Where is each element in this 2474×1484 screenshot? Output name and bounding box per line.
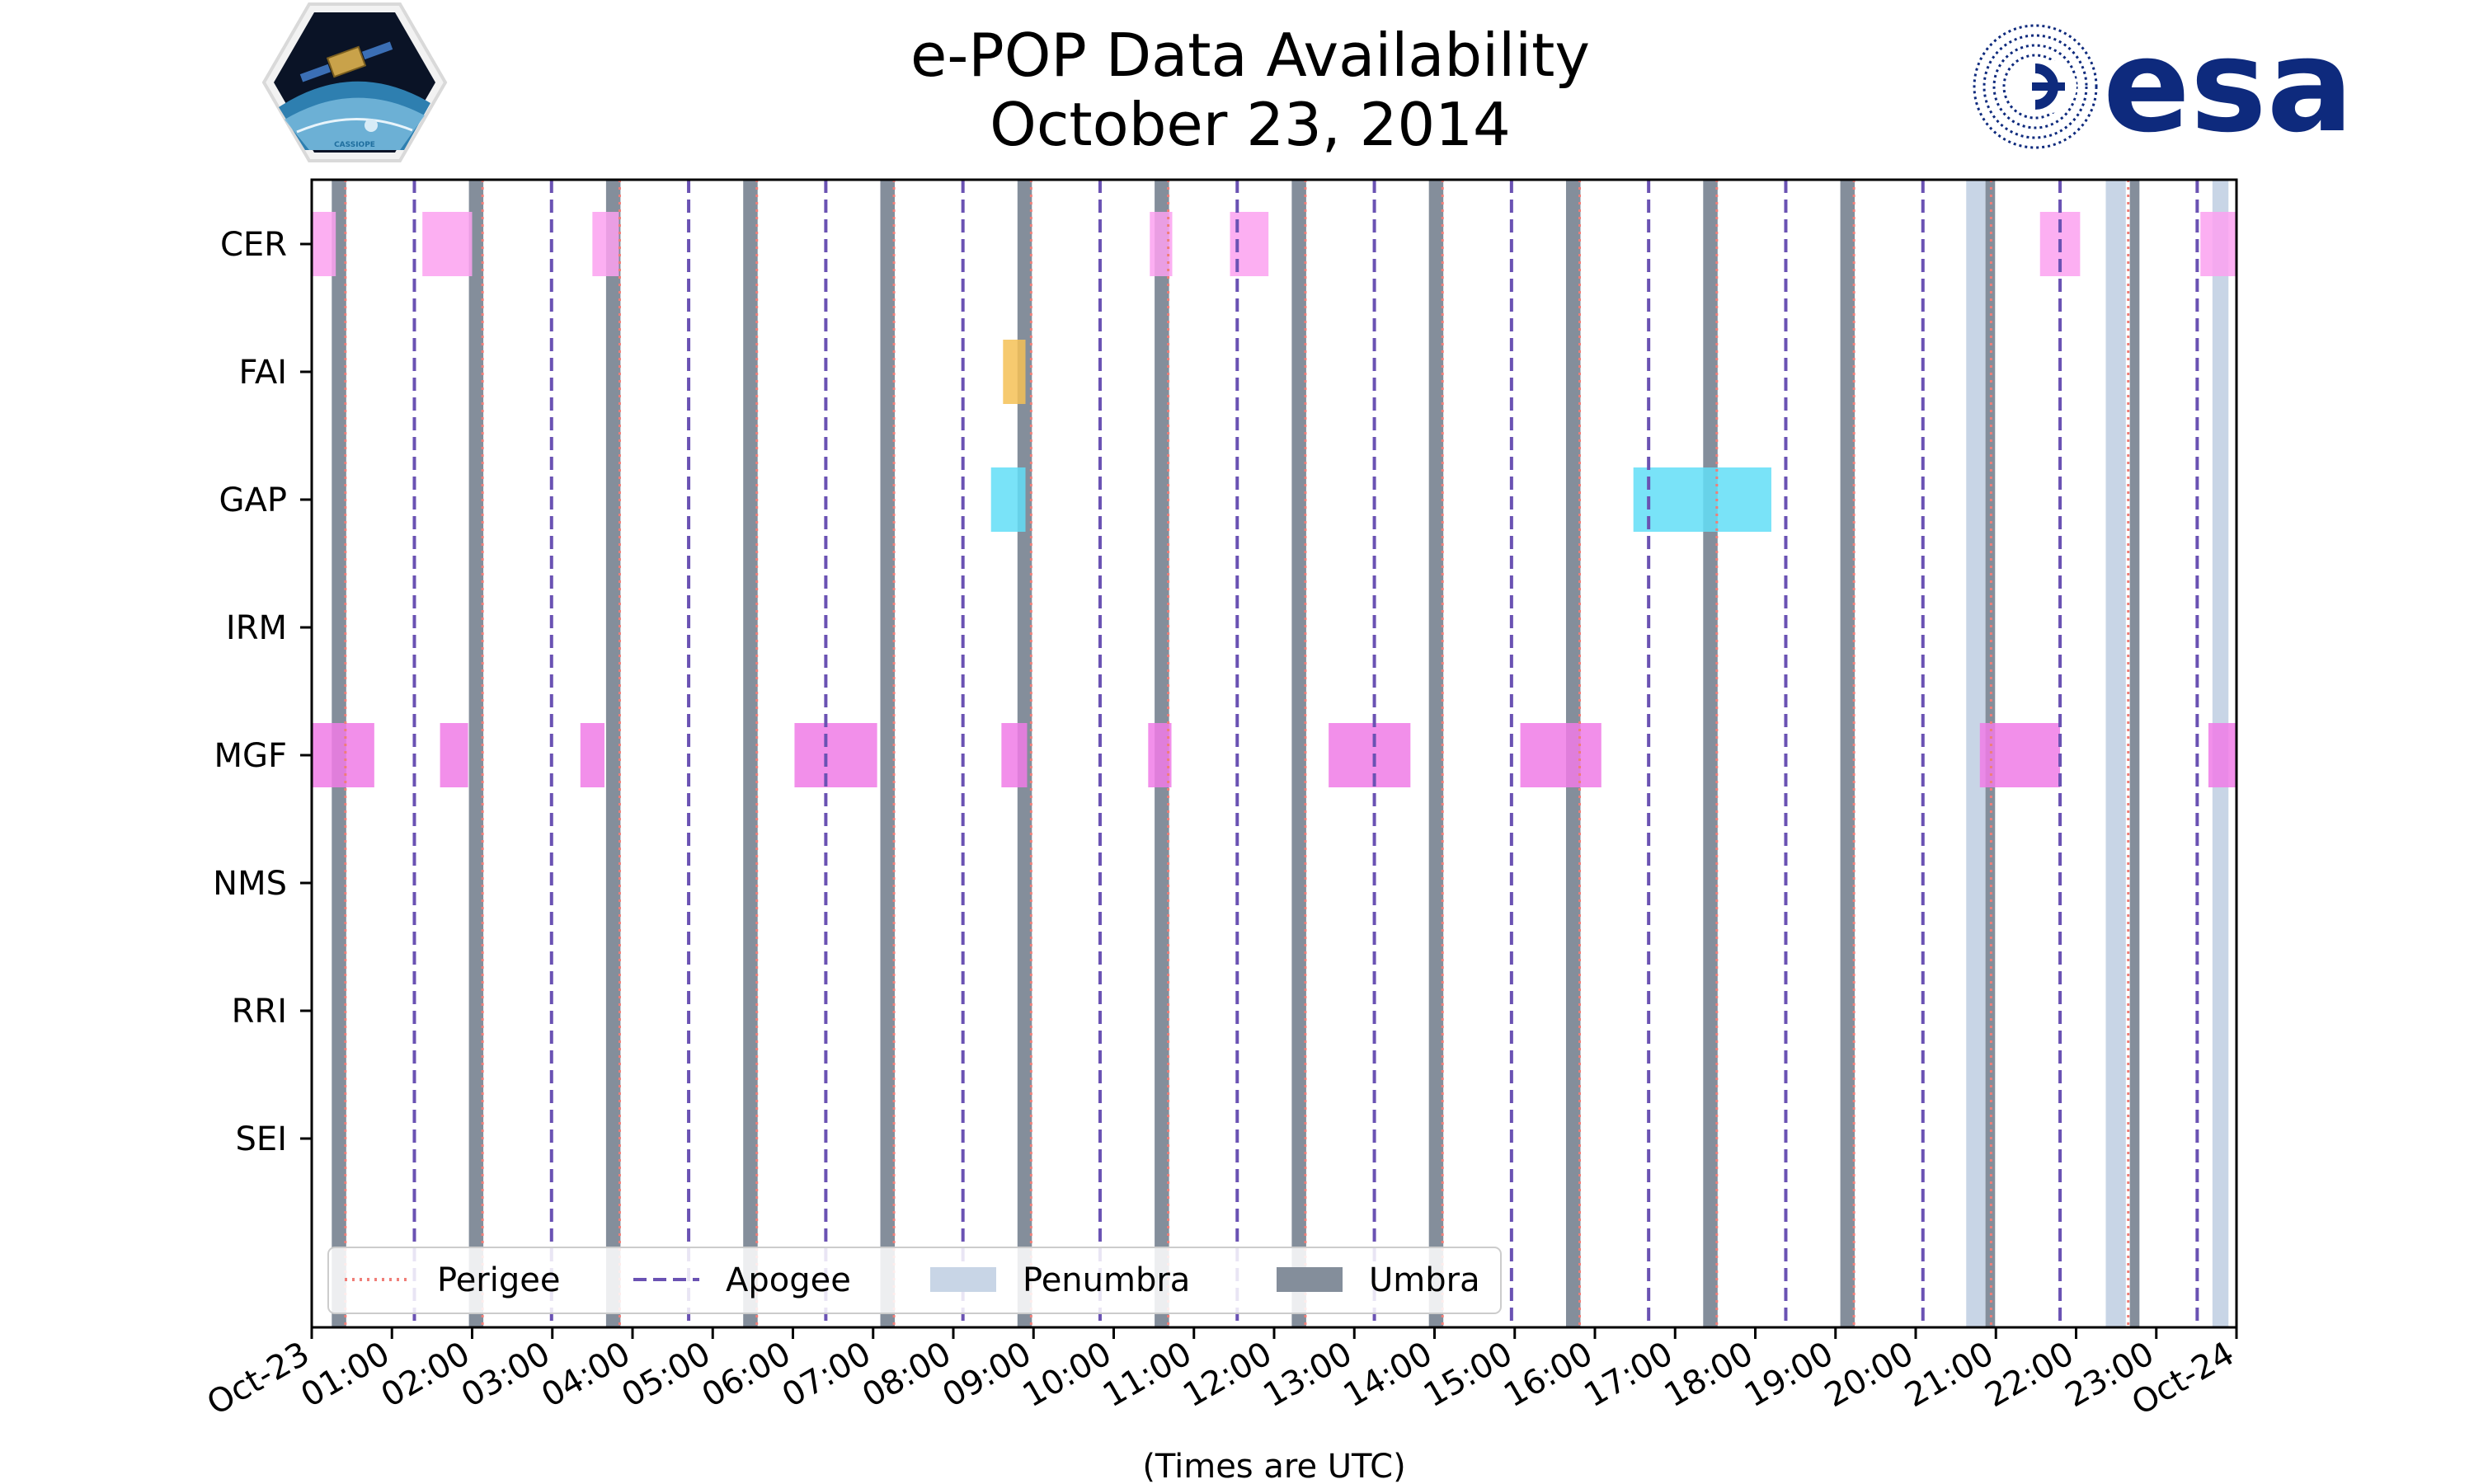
bar-cer: [312, 212, 336, 276]
legend-label: Apogee: [726, 1261, 851, 1299]
instrument-bars: [312, 212, 2236, 787]
umbra-band: [1291, 180, 1306, 1327]
apogee-lines: [412, 180, 2199, 1327]
legend-item-penumbra: Penumbra: [930, 1261, 1190, 1299]
umbra-band: [1428, 180, 1444, 1327]
y-tick-label: FAI: [239, 354, 288, 392]
y-tick-label: RRI: [232, 993, 287, 1031]
x-tick-label: 20:00: [1818, 1335, 1920, 1415]
legend-item-apogee: Apogee: [633, 1261, 851, 1299]
plot-background: [312, 180, 2236, 1327]
y-tick-label: GAP: [219, 481, 287, 519]
x-tick-label: 12:00: [1177, 1335, 1278, 1415]
bar-cer: [1150, 212, 1173, 276]
x-tick-label: 14:00: [1338, 1335, 1439, 1415]
bar-cer: [422, 212, 473, 276]
legend-swatch: [930, 1267, 996, 1292]
bar-mgf: [1329, 723, 1411, 787]
chart-title: e-POP Data Availability October 23, 2014: [910, 21, 1590, 159]
cassiope-logo: CASSIOPE: [261, 2, 448, 162]
x-axis: Oct-2301:0002:0003:0004:0005:0006:0007:0…: [201, 1327, 2241, 1423]
bar-mgf: [1520, 723, 1602, 787]
bar-mgf: [440, 723, 468, 787]
esa-logo-text: esa: [2103, 11, 2354, 161]
penumbra-band: [2105, 180, 2126, 1327]
x-tick-label: 15:00: [1418, 1335, 1519, 1415]
bar-cer: [592, 212, 619, 276]
legend-label: Perigee: [437, 1261, 560, 1299]
bar-gap: [990, 467, 1026, 532]
bar-mgf: [312, 723, 374, 787]
x-tick-label: 07:00: [776, 1335, 877, 1415]
penumbra-layer: [1966, 180, 2229, 1327]
x-tick-label: 02:00: [375, 1335, 477, 1415]
umbra-band: [880, 180, 896, 1327]
y-tick-label: MGF: [214, 737, 287, 775]
umbra-band: [1703, 180, 1718, 1327]
umbra-band: [2129, 180, 2140, 1327]
umbra-band: [468, 180, 484, 1327]
cassiope-logo-text: CASSIOPE: [334, 141, 375, 149]
x-tick-label: 06:00: [696, 1335, 797, 1415]
y-tick-label: IRM: [226, 609, 287, 647]
x-tick-label: 08:00: [856, 1335, 957, 1415]
legend: Perigee Apogee Penumbra Umbra: [327, 1247, 1502, 1314]
penumbra-band: [1966, 180, 1986, 1327]
umbra-band: [743, 180, 758, 1327]
x-axis-label: (Times are UTC): [1142, 1448, 1405, 1484]
esa-swirl-icon: [1973, 24, 2098, 149]
y-axis: CER FAI GAP IRM MGF NMS RRI SEI: [213, 226, 312, 1158]
x-tick-label: 13:00: [1257, 1335, 1358, 1415]
bar-cer: [2200, 212, 2236, 276]
esa-logo: esa: [1973, 11, 2354, 161]
x-tick-label: 05:00: [615, 1335, 717, 1415]
x-tick-label: 17:00: [1578, 1335, 1679, 1415]
x-tick-label: 19:00: [1738, 1335, 1840, 1415]
legend-swatch: [1277, 1267, 1343, 1292]
legend-box: [327, 1247, 1502, 1314]
chart-subtitle-line: October 23, 2014: [990, 90, 1511, 159]
y-tick-label: SEI: [236, 1120, 287, 1158]
legend-item-umbra: Umbra: [1277, 1261, 1480, 1299]
bar-mgf: [794, 723, 877, 787]
y-tick-label: CER: [220, 226, 287, 264]
umbra-layer: [332, 180, 2140, 1327]
x-tick-label: 18:00: [1658, 1335, 1760, 1415]
umbra-band: [1840, 180, 1856, 1327]
bar-mgf: [1001, 723, 1028, 787]
bar-mgf: [2208, 723, 2236, 787]
satellite-icon: [299, 41, 393, 82]
x-tick-label: 03:00: [455, 1335, 557, 1415]
x-tick-label: 01:00: [294, 1335, 396, 1415]
x-tick-label: 04:00: [535, 1335, 637, 1415]
y-tick-label: NMS: [213, 865, 287, 903]
x-tick-label: 21:00: [1898, 1335, 2000, 1415]
x-tick-label: Oct-23: [201, 1335, 316, 1423]
perigee-lines: [344, 180, 2130, 1327]
x-tick-label: 10:00: [1017, 1335, 1118, 1415]
x-tick-label: 09:00: [936, 1335, 1037, 1415]
x-tick-label: 16:00: [1498, 1335, 1599, 1415]
legend-label: Penumbra: [1023, 1261, 1190, 1299]
bar-mgf: [1979, 723, 2061, 787]
legend-label: Umbra: [1369, 1261, 1480, 1299]
umbra-band: [605, 180, 621, 1327]
x-tick-label: 11:00: [1097, 1335, 1198, 1415]
bar-fai: [1003, 340, 1026, 404]
bar-mgf: [580, 723, 604, 787]
x-tick-label: 22:00: [1979, 1335, 2081, 1415]
bar-mgf: [1148, 723, 1172, 787]
chart-title-line: e-POP Data Availability: [910, 21, 1590, 90]
legend-item-perigee: Perigee: [345, 1261, 560, 1299]
plot-area: [310, 178, 2238, 1329]
bar-gap: [1633, 467, 1771, 532]
